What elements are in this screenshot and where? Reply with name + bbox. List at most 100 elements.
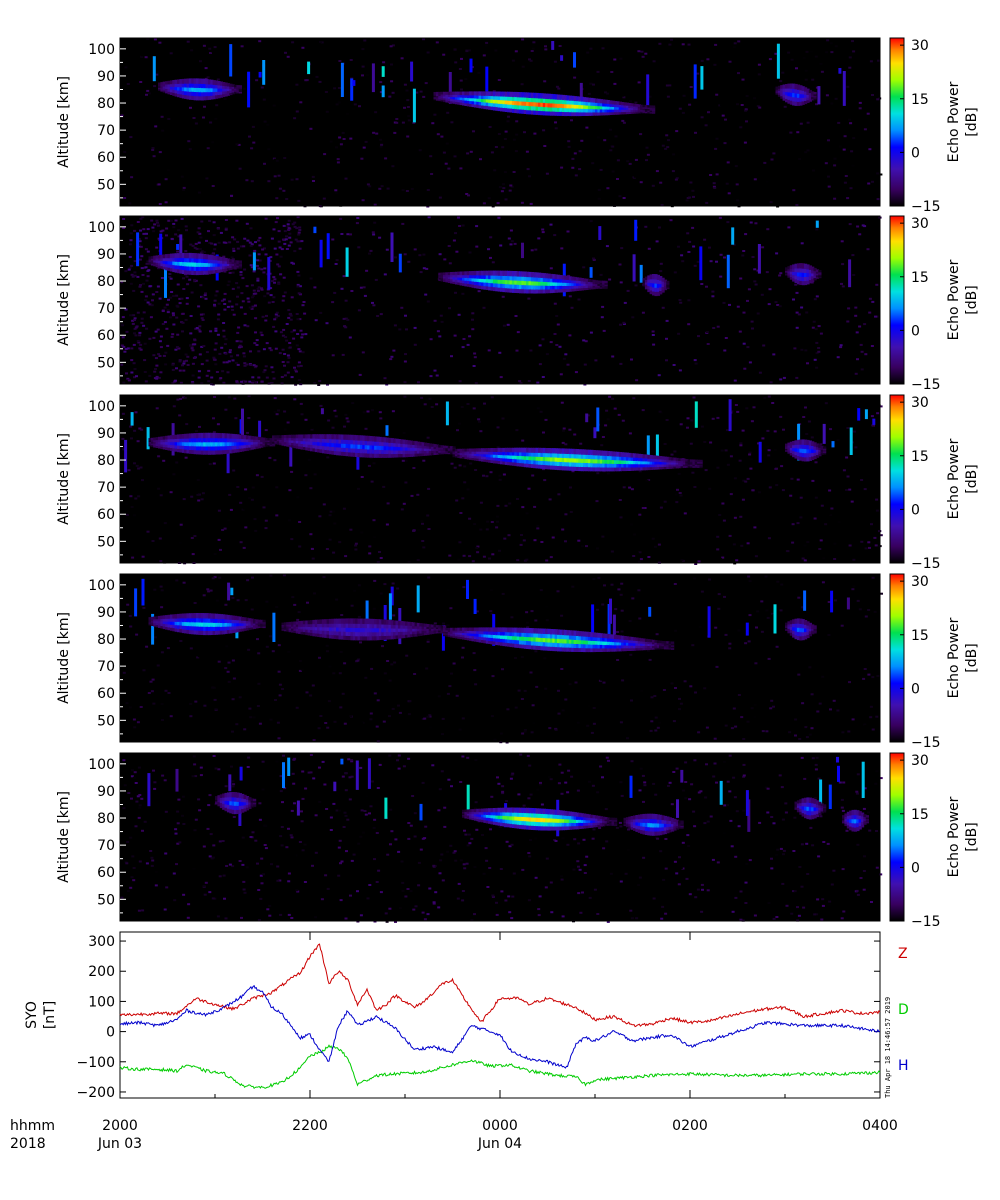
noise-pixel — [665, 337, 668, 340]
echo-layer-cell — [367, 444, 371, 450]
noise-pixel — [379, 138, 383, 141]
noise-pixel — [438, 196, 442, 199]
echo-layer-cell — [381, 452, 385, 458]
echo-layer-cell — [561, 456, 565, 463]
echo-layer-cell — [193, 78, 197, 84]
echo-streak — [598, 226, 602, 240]
noise-pixel — [269, 294, 273, 297]
echo-layer-cell — [148, 438, 152, 441]
echo-layer-cell — [409, 449, 413, 454]
echo-layer-cell — [153, 261, 157, 265]
echo-layer-cell — [590, 462, 594, 468]
echo-layer-cell — [150, 256, 155, 259]
echo-layer-cell — [433, 96, 437, 99]
noise-pixel — [172, 405, 176, 408]
noise-pixel — [629, 100, 632, 103]
noise-pixel — [236, 295, 239, 298]
noise-pixel — [354, 542, 358, 545]
echo-layer-cell — [203, 432, 207, 439]
noise-pixel — [379, 81, 383, 84]
echo-layer-cell — [590, 108, 594, 113]
echo-layer-cell — [511, 457, 516, 463]
noise-pixel — [475, 225, 479, 228]
echo-layer-cell — [540, 455, 544, 461]
echo-layer-cell — [357, 451, 361, 458]
noise-pixel — [831, 447, 835, 450]
noise-pixel — [252, 289, 256, 292]
echo-layer-cell — [224, 82, 228, 87]
noise-pixel — [146, 250, 150, 253]
noise-pixel — [422, 95, 426, 98]
echo-layer-cell — [210, 255, 214, 260]
noise-pixel — [287, 219, 291, 222]
echo-layer-cell — [207, 258, 212, 264]
echo-layer-cell — [269, 438, 273, 441]
echo-layer-cell — [210, 445, 214, 451]
noise-pixel — [465, 129, 469, 132]
echo-layer-cell — [502, 91, 506, 97]
noise-pixel — [212, 417, 215, 420]
echo-layer-cell — [148, 439, 152, 442]
echo-layer-cell — [571, 279, 575, 284]
echo-layer-cell — [307, 440, 311, 445]
echo-layer-cell — [333, 449, 337, 455]
echo-layer-cell — [400, 442, 404, 448]
noise-pixel — [864, 353, 868, 356]
echo-layer-cell — [234, 88, 238, 91]
noise-pixel — [368, 185, 372, 188]
noise-pixel — [754, 283, 758, 286]
echo-layer-cell — [393, 442, 397, 447]
echo-layer-cell — [210, 90, 214, 96]
noise-pixel — [242, 379, 246, 382]
echo-layer-cell — [583, 278, 587, 282]
echo-layer-cell — [526, 104, 530, 111]
echo-layer-cell — [535, 451, 539, 457]
echo-layer-cell — [193, 253, 197, 259]
echo-layer-cell — [219, 90, 223, 95]
noise-pixel — [334, 192, 338, 195]
echo-layer-cell — [312, 437, 316, 442]
noise-pixel — [222, 329, 226, 332]
noise-pixel — [591, 162, 595, 165]
echo-layer-cell — [224, 441, 228, 447]
noise-pixel — [741, 429, 745, 432]
noise-pixel — [222, 361, 226, 364]
noise-pixel — [133, 271, 137, 274]
noise-pixel — [129, 314, 133, 317]
noise-pixel — [159, 547, 163, 550]
noise-pixel — [754, 555, 758, 558]
noise-pixel — [190, 291, 194, 294]
echo-layer-cell — [576, 465, 580, 471]
noise-pixel — [733, 68, 737, 70]
noise-pixel — [468, 335, 472, 338]
echo-layer-cell — [554, 452, 558, 458]
echo-layer-cell — [559, 94, 563, 100]
noise-pixel — [336, 158, 340, 161]
echo-layer-cell — [485, 456, 489, 460]
echo-streak — [371, 63, 375, 93]
echo-layer-cell — [462, 91, 466, 96]
noise-pixel — [438, 253, 442, 256]
noise-pixel — [360, 531, 364, 534]
echo-layer-cell — [150, 262, 155, 266]
echo-layer-cell — [324, 437, 328, 443]
noise-pixel — [668, 43, 672, 46]
noise-pixel — [277, 240, 281, 243]
echo-layer-cell — [466, 448, 470, 452]
echo-layer-cell — [561, 94, 565, 101]
noise-pixel — [205, 374, 209, 377]
echo-layer-cell — [538, 451, 542, 457]
noise-pixel — [520, 201, 524, 204]
noise-pixel — [491, 544, 495, 547]
echo-layer-cell — [260, 444, 264, 448]
echo-layer-cell — [637, 104, 641, 107]
noise-pixel — [767, 303, 771, 306]
noise-pixel — [286, 361, 290, 364]
noise-pixel — [623, 301, 627, 304]
noise-pixel — [735, 183, 739, 186]
echo-layer-cell — [469, 99, 473, 104]
echo-layer-cell — [317, 444, 321, 450]
echo-layer-cell — [428, 445, 432, 449]
noise-pixel — [139, 491, 143, 494]
echo-layer-cell — [459, 96, 463, 101]
